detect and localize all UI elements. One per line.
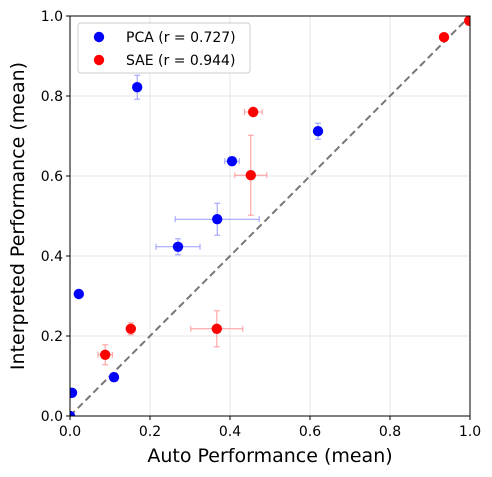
- legend-label: PCA (r = 0.727): [126, 30, 236, 46]
- legend-box: [77, 22, 251, 74]
- data-point: [211, 323, 222, 334]
- legend-label: SAE (r = 0.944): [126, 53, 235, 69]
- y-axis-label: Interpreted Performance (mean): [7, 62, 29, 370]
- legend-marker: [93, 54, 105, 66]
- x-tick-label: 0.6: [299, 424, 321, 440]
- grid-lines: [69, 15, 471, 417]
- diagonal-reference-line: [69, 15, 471, 417]
- data-point: [132, 82, 143, 93]
- y-tick-label: 0.0: [41, 409, 63, 425]
- data-point: [125, 323, 136, 334]
- data-point: [100, 349, 111, 360]
- data-point: [312, 126, 324, 137]
- x-tick-label: 0.4: [219, 424, 241, 440]
- data-point: [108, 372, 120, 383]
- data-point: [226, 156, 238, 167]
- data-point: [70, 387, 78, 398]
- data-point: [172, 241, 184, 252]
- data-marks: [70, 16, 470, 416]
- y-tick-label: 0.2: [41, 329, 63, 345]
- data-point: [438, 32, 450, 43]
- y-tick-label: 0.6: [41, 169, 63, 185]
- x-tick-label: 1.0: [459, 424, 481, 440]
- y-tick-label: 0.4: [41, 249, 63, 265]
- x-axis-label: Auto Performance (mean): [147, 445, 392, 467]
- x-tick-label: 0.8: [379, 424, 401, 440]
- x-tick-label: 0.2: [139, 424, 161, 440]
- y-tick-label: 1.0: [41, 9, 63, 25]
- legend-marker: [93, 31, 105, 43]
- data-point: [73, 288, 85, 300]
- data-point: [245, 170, 256, 181]
- plot-frame: [69, 15, 471, 417]
- data-point: [212, 214, 223, 225]
- data-point: [248, 106, 259, 118]
- axis-ticks: 0.0 0.2 0.4 0.6 0.8 1.0 0.0 0.2 0.4 0.6 0.8 1.0: [41, 9, 481, 440]
- legend: PCA (r = 0.727) SAE (r = 0.944): [77, 22, 251, 74]
- data-point: [464, 16, 470, 26]
- y-tick-label: 0.8: [41, 89, 63, 105]
- x-tick-label: 0.0: [59, 424, 81, 440]
- data-point: [70, 410, 76, 416]
